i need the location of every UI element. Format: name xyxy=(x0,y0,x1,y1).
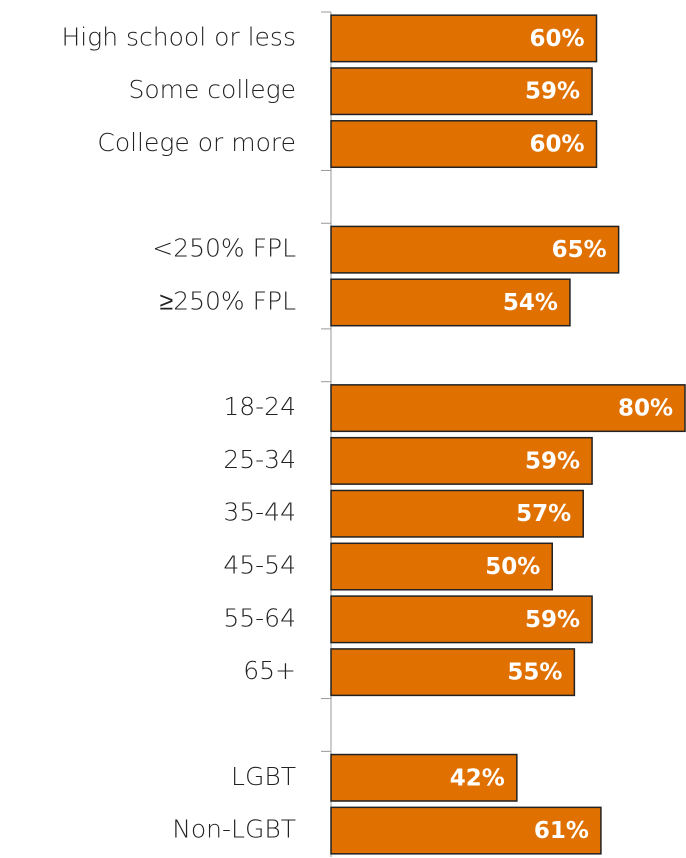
bar xyxy=(330,278,571,327)
value-label: 61% xyxy=(534,818,589,844)
category-label: LGBT xyxy=(231,762,296,791)
category-label: College or more xyxy=(97,128,296,157)
category-label: 25-34 xyxy=(223,445,296,474)
bar xyxy=(330,489,584,538)
bar xyxy=(330,225,620,274)
category-label: ≥250% FPL xyxy=(159,286,296,315)
bar xyxy=(330,648,576,697)
value-label: 42% xyxy=(450,765,505,791)
category-label: 45-54 xyxy=(223,551,296,580)
value-label: 59% xyxy=(525,79,580,105)
bar xyxy=(330,806,602,855)
bar xyxy=(330,436,593,485)
category-label: <250% FPL xyxy=(152,234,296,263)
value-label: 65% xyxy=(552,237,607,263)
category-label: 55-64 xyxy=(223,603,296,632)
bar xyxy=(330,14,598,63)
value-label: 57% xyxy=(516,501,571,527)
category-label: Non-LGBT xyxy=(172,815,296,844)
value-label: 50% xyxy=(485,554,540,580)
value-label: 60% xyxy=(529,132,584,158)
value-label: 59% xyxy=(525,607,580,633)
category-label: 65+ xyxy=(243,656,296,685)
value-label: 60% xyxy=(529,26,584,52)
bar xyxy=(330,67,593,116)
category-label: High school or less xyxy=(61,22,296,51)
bar xyxy=(330,753,518,802)
category-label: 18-24 xyxy=(223,392,296,421)
value-label: 59% xyxy=(525,448,580,474)
category-label: Some college xyxy=(128,75,296,104)
value-label: 54% xyxy=(503,290,558,316)
category-label: 35-44 xyxy=(223,498,296,527)
value-label: 55% xyxy=(507,660,562,686)
bar xyxy=(330,120,598,169)
value-label: 80% xyxy=(618,396,673,422)
bar xyxy=(330,542,553,591)
bar xyxy=(330,384,686,433)
bar xyxy=(330,595,593,644)
